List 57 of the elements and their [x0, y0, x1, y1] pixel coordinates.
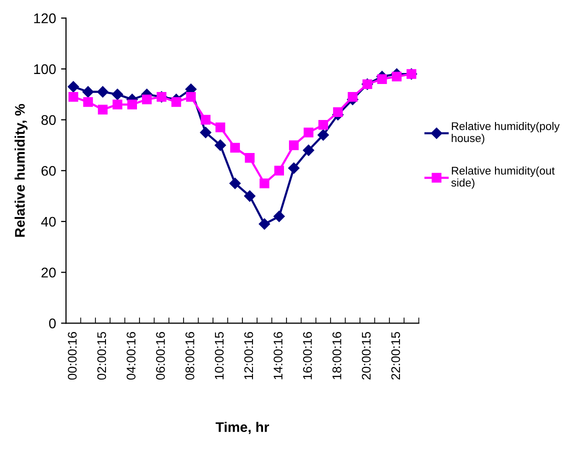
- point: [230, 142, 240, 153]
- point: [392, 72, 402, 82]
- point: [186, 92, 196, 102]
- point: [260, 178, 270, 188]
- point: [244, 190, 256, 202]
- point: [171, 97, 182, 107]
- point: [68, 81, 79, 92]
- y-tick-label: 80: [41, 115, 56, 125]
- point: [302, 144, 314, 156]
- point: [214, 140, 226, 151]
- point: [377, 74, 387, 84]
- y-tick-label: 120: [34, 13, 56, 24]
- y-tick-label: 0: [49, 318, 56, 328]
- point: [274, 166, 284, 176]
- legend-label: Relative humidity(out side): [451, 166, 555, 189]
- point: [200, 126, 212, 138]
- point: [333, 107, 343, 118]
- point: [68, 92, 78, 102]
- point: [288, 140, 299, 150]
- x-tick-label: 16:00:16: [303, 332, 312, 380]
- x-tick-label: 20:00:15: [362, 332, 371, 380]
- x-tick-label: 10:00:15: [214, 332, 224, 380]
- point: [112, 88, 124, 100]
- y-axis-title: Relative humidity, %: [14, 104, 28, 237]
- point: [98, 104, 108, 114]
- point: [288, 162, 300, 174]
- y-tick-label: 40: [41, 216, 56, 227]
- point: [127, 100, 138, 110]
- x-tick-label: 00:00:16: [68, 332, 77, 380]
- x-tick-label: 12:00:16: [244, 332, 254, 380]
- point: [82, 86, 94, 98]
- x-tick-label: 18:00:16: [332, 332, 342, 380]
- point: [348, 92, 358, 102]
- y-tick-label: 20: [42, 268, 56, 278]
- x-axis-title: Time, hr: [216, 422, 270, 434]
- y-tick-label: 100: [34, 64, 56, 74]
- legend-label: Relative humidity(poly house): [452, 122, 560, 144]
- x-tick-label: 08:00:16: [185, 332, 194, 380]
- point: [274, 210, 285, 222]
- point: [215, 122, 226, 132]
- x-tick-label: 04:00:16: [126, 332, 136, 380]
- point: [244, 153, 255, 163]
- x-tick-label: 06:00:16: [156, 332, 165, 380]
- point: [318, 129, 329, 141]
- point: [112, 100, 122, 110]
- point: [258, 218, 270, 230]
- x-tick-label: 02:00:15: [97, 332, 106, 380]
- point: [304, 128, 314, 138]
- point: [97, 86, 108, 98]
- x-tick-label: 22:00:15: [391, 332, 400, 380]
- y-tick-label: 60: [42, 166, 56, 176]
- x-tick-label: 14:00:16: [274, 332, 282, 380]
- point: [229, 178, 241, 189]
- point: [83, 97, 93, 107]
- point: [200, 114, 211, 125]
- point: [142, 94, 152, 104]
- point: [318, 120, 328, 130]
